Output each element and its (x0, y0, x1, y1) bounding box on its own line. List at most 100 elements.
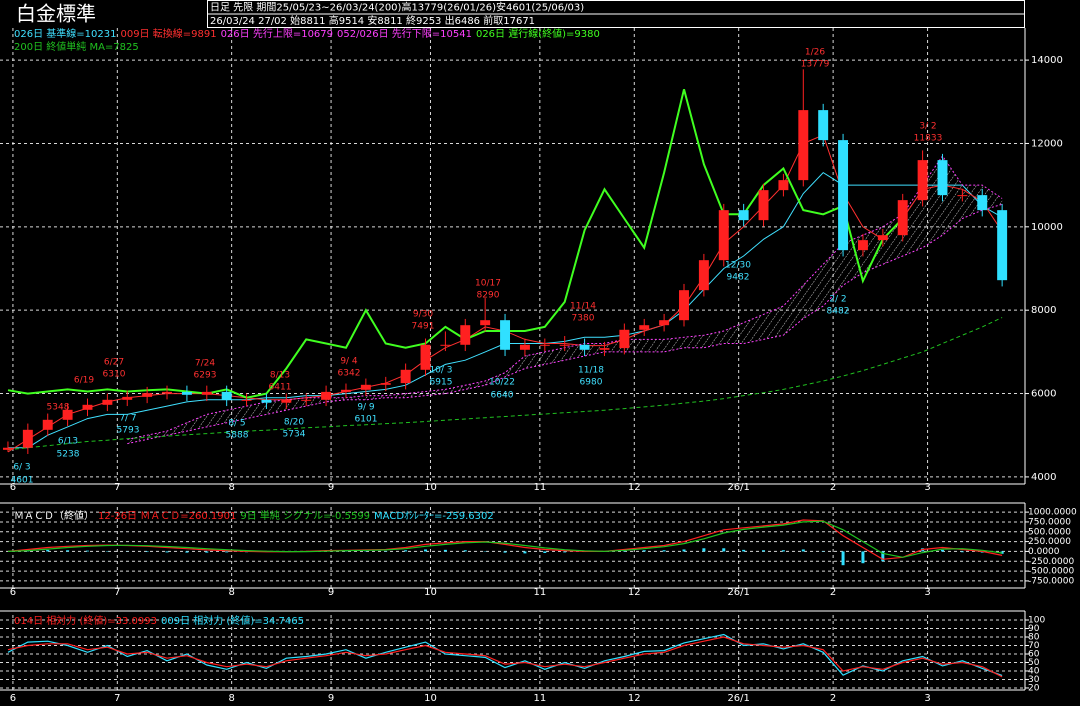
candle-body (162, 391, 172, 394)
y-tick-label: 4000 (1031, 472, 1056, 483)
y-tick-label: 0.0000 (1028, 547, 1060, 557)
annotation: 6310 (103, 370, 126, 380)
annotation: 9/ 9 (357, 403, 375, 413)
candle-body (659, 320, 670, 326)
candle-body (22, 429, 33, 448)
candle-body (679, 290, 689, 321)
x-tick-label: 10 (424, 693, 437, 704)
annotation: 5238 (57, 450, 80, 460)
x-tick-label: 26/1 (727, 693, 749, 704)
annotation: 11/18 (578, 366, 604, 376)
x-tick-label: 26/1 (727, 482, 749, 493)
legend-entry: 12-26日 ＭＡＣＤ=260.1901 (98, 511, 236, 522)
legend-entry: 026日 先行上限=10679 (221, 27, 333, 40)
y-tick-label: 10000 (1031, 222, 1063, 233)
macd-line (7, 519, 1003, 560)
legend-entry: 9日 単純 シグナル=-0.5599 (240, 509, 370, 522)
annotation: 4601 (11, 476, 34, 486)
candle-body (42, 419, 53, 430)
candle-body (738, 210, 749, 221)
annotation: 6342 (338, 369, 361, 379)
annotation: 6980 (580, 378, 603, 388)
candle-body (480, 320, 491, 326)
candle-body (698, 260, 709, 291)
candle-body (102, 399, 113, 405)
annotation: 6/19 (74, 376, 94, 386)
y-tick-label: 100 (1028, 616, 1045, 626)
annotation: 8/13 (270, 371, 290, 381)
x-tick-label: 10 (424, 482, 437, 493)
x-tick-label: 3 (924, 587, 930, 598)
x-tick-label: 3 (924, 693, 930, 704)
candle-body (519, 344, 530, 350)
candle-body (599, 348, 610, 350)
annotation: 8/20 (284, 418, 304, 428)
candle-body (937, 160, 948, 196)
x-tick-label: 9 (328, 482, 334, 493)
annotation: 6293 (194, 371, 217, 381)
annotation: 6/13 (58, 437, 78, 447)
x-tick-label: 11 (533, 587, 546, 598)
y-tick-label: 250.0000 (1028, 537, 1071, 547)
title: 白金標準 (16, 2, 96, 26)
candle-body (122, 396, 133, 400)
candle-body (977, 195, 988, 211)
candle-body (261, 399, 272, 403)
candle-body (360, 384, 371, 390)
annotation: 9/ 4 (340, 357, 358, 367)
x-tick-label: 9 (328, 693, 334, 704)
y-tick-label: -500.0000 (1028, 567, 1074, 577)
candle-body (957, 195, 968, 197)
candle-body (341, 389, 351, 392)
y-tick-label: 40 (1028, 666, 1040, 676)
x-tick-label: 3 (924, 482, 930, 493)
candle-body (997, 210, 1008, 281)
candle-body (301, 399, 312, 401)
annotation: 1/26 (805, 48, 825, 58)
annotation: 13779 (801, 60, 830, 70)
candle-body (281, 399, 292, 403)
x-tick-label: 26/1 (727, 587, 749, 598)
annotation: 5888 (226, 431, 249, 441)
y-tick-label: 50 (1028, 658, 1040, 668)
cloud-fill (127, 155, 1003, 444)
annotation: 6/27 (104, 358, 124, 368)
x-tick-label: 8 (228, 587, 234, 598)
annotation: 10/22 (489, 378, 515, 388)
indicator-line (127, 203, 1003, 445)
annotation: 5348 (47, 403, 70, 413)
info-line: 日足 先限 期間25/05/23~26/03/24(200)高13779(26/… (210, 1, 584, 14)
candle-body (559, 344, 570, 346)
y-tick-label: 80 (1028, 632, 1040, 642)
x-tick-label: 2 (830, 482, 836, 493)
x-tick-label: 8 (228, 693, 234, 704)
candle-body (798, 110, 809, 181)
annotation: 9/30 (413, 310, 433, 320)
x-tick-label: 12 (628, 693, 641, 704)
x-tick-label: 2 (830, 587, 836, 598)
x-tick-label: 6 (10, 587, 16, 598)
annotation: 8/ 5 (228, 419, 245, 429)
x-tick-label: 11 (533, 482, 546, 493)
annotation: 11/14 (570, 302, 596, 312)
y-tick-label: 8000 (1031, 305, 1056, 316)
x-tick-label: 9 (328, 587, 334, 598)
annotation: 6101 (355, 415, 378, 425)
candle-body (241, 399, 252, 401)
annotation: 8290 (477, 291, 500, 301)
candle-body (639, 325, 650, 330)
annotation: 9482 (727, 273, 750, 283)
legend-entry: 009日 相対力 (終値)=34.7465 (161, 614, 304, 627)
y-tick-label: 60 (1028, 649, 1040, 659)
y-tick-label: 14000 (1031, 55, 1063, 66)
candle-body (221, 391, 232, 400)
annotation: 10/17 (475, 279, 501, 289)
legend-entry: MACDｵｼﾚｰﾀｰ=-259.6302 (374, 510, 494, 522)
y-tick-label: 12000 (1031, 138, 1063, 149)
candle-body (778, 180, 789, 191)
candle-body (142, 393, 153, 397)
x-tick-label: 7 (114, 587, 120, 598)
candle-body (818, 110, 829, 141)
annotation: 11833 (914, 134, 943, 144)
